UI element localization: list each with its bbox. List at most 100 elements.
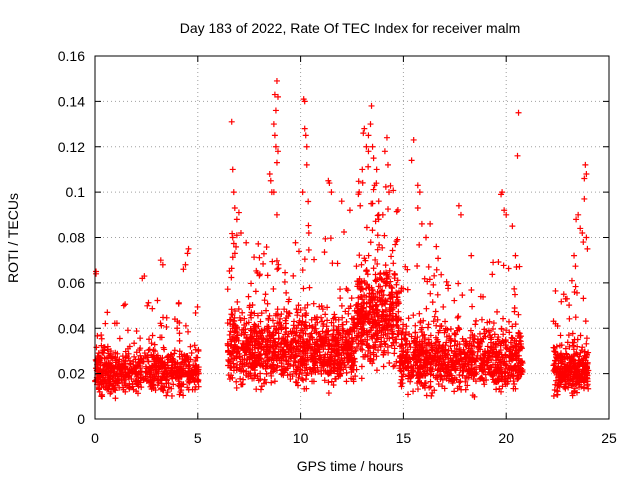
data-point (412, 322, 419, 329)
data-point (310, 359, 317, 366)
data-point (426, 384, 433, 391)
data-point (566, 315, 573, 322)
data-point (562, 385, 569, 392)
data-point (473, 317, 480, 324)
data-point (582, 161, 589, 168)
data-point (414, 205, 421, 212)
data-point (483, 377, 490, 384)
data-point (335, 331, 342, 338)
data-point (103, 355, 110, 362)
data-point (112, 349, 119, 356)
data-point (243, 239, 250, 246)
data-point (241, 321, 248, 328)
data-point (405, 315, 412, 322)
data-point (444, 361, 451, 368)
data-point (249, 375, 256, 382)
data-point (102, 320, 109, 327)
data-point (243, 368, 250, 375)
data-point (344, 330, 351, 337)
data-point (379, 244, 386, 251)
data-point (297, 353, 304, 360)
data-point (309, 323, 316, 330)
data-point (495, 370, 502, 377)
data-point (299, 327, 306, 334)
data-point (291, 330, 298, 337)
data-point (550, 344, 557, 351)
data-point (367, 239, 374, 246)
data-point (135, 383, 142, 390)
data-point (418, 347, 425, 354)
data-point (337, 286, 344, 293)
data-point (440, 347, 447, 354)
data-point (162, 364, 169, 371)
data-point (384, 312, 391, 319)
data-point (303, 161, 310, 168)
data-point (251, 254, 258, 261)
data-point (185, 328, 192, 335)
data-point (419, 365, 426, 372)
data-point (504, 369, 511, 376)
data-point (261, 326, 268, 333)
data-point (369, 360, 376, 367)
data-point (310, 300, 317, 307)
data-point (191, 379, 198, 386)
data-point (331, 357, 338, 364)
data-point (132, 370, 139, 377)
data-point (163, 323, 170, 330)
data-point (258, 310, 265, 317)
data-point (255, 377, 262, 384)
data-point (350, 362, 357, 369)
data-point (447, 343, 454, 350)
data-point (290, 322, 297, 329)
data-point (334, 339, 341, 346)
y-tick-label: 0.14 (58, 93, 85, 109)
data-point (469, 303, 476, 310)
data-point (96, 357, 103, 364)
data-point (374, 313, 381, 320)
data-point (490, 369, 497, 376)
data-point (405, 391, 412, 398)
data-point (451, 331, 458, 338)
data-point (274, 306, 281, 313)
data-point (103, 368, 110, 375)
data-point (304, 301, 311, 308)
data-point (238, 330, 245, 337)
data-point (318, 314, 325, 321)
data-point (267, 363, 274, 370)
data-point (495, 258, 502, 265)
data-point (274, 93, 281, 100)
data-point (427, 364, 434, 371)
data-point (495, 378, 502, 385)
data-point (566, 343, 573, 350)
data-point (271, 132, 278, 139)
data-point (501, 358, 508, 365)
data-point (365, 318, 372, 325)
data-point (132, 364, 139, 371)
data-point (229, 230, 236, 237)
data-point (101, 362, 108, 369)
data-point (554, 365, 561, 372)
data-point (515, 374, 522, 381)
data-point (358, 338, 365, 345)
data-point (331, 311, 338, 318)
data-point (292, 239, 299, 246)
data-point (421, 275, 428, 282)
data-point (264, 354, 271, 361)
data-point (144, 302, 151, 309)
data-point (383, 324, 390, 331)
data-point (122, 388, 129, 395)
data-point (230, 344, 237, 351)
data-point (346, 207, 353, 214)
data-point (365, 347, 372, 354)
data-point (359, 325, 366, 332)
data-point (462, 386, 469, 393)
data-point (230, 367, 237, 374)
data-point (367, 355, 374, 362)
data-point (496, 356, 503, 363)
data-point (106, 382, 113, 389)
data-point (509, 223, 516, 230)
data-point (378, 276, 385, 283)
data-point (248, 334, 255, 341)
data-point (231, 308, 238, 315)
data-point (257, 386, 264, 393)
